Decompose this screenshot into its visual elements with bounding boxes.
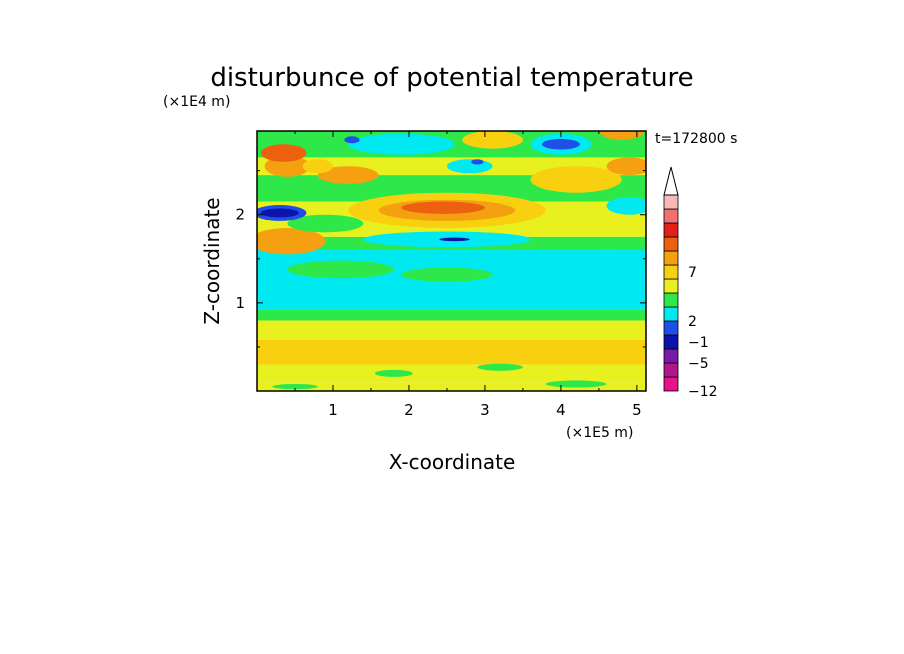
plot-area [257,131,646,391]
field-contour [401,201,485,214]
colorbar-swatch [663,376,679,392]
x-tick-label: 5 [632,401,642,419]
colorbar-swatch [663,292,679,308]
y-axis: 12 [235,170,646,348]
field-contour [264,342,341,361]
field-contour [545,342,637,361]
colorbar-swatch [663,306,679,322]
field-band [257,309,646,321]
x-axis: 1 2 3 4 5 [294,131,642,419]
x-scale-label: (×1E5 m) [566,425,633,441]
field-contour [317,166,379,184]
colorbar-level-label: 2 [688,314,697,330]
x-tick-label: 2 [404,401,414,419]
field-contour [477,363,523,371]
colorbar-swatch [663,236,679,252]
colorbar-level-label: −12 [688,384,718,400]
field-contour [287,260,394,279]
chart-title: disturbunce of potential temperature [210,63,693,93]
field-contour [344,136,360,144]
field-contour [545,380,607,388]
field-contour [541,138,580,150]
colorbar-swatch [663,208,679,224]
time-label: t=172800 s [655,131,737,147]
colorbar-swatch [663,194,679,210]
colorbar-swatch [663,264,679,280]
y-axis-label: Z-coordinate [200,197,224,324]
field-contour [446,159,493,174]
colorbar-level-label: −1 [688,335,709,351]
field-contour [302,159,333,174]
colorbar-swatch [663,348,679,364]
field-contour [471,159,484,165]
field-band [257,320,646,340]
colorbar-swatch [663,278,679,294]
y-tick-label: 1 [235,294,245,312]
x-tick-label: 3 [480,401,490,419]
y-tick-label: 2 [235,206,245,224]
plot-frame [256,130,647,392]
colorbar-swatch [663,362,679,378]
field-band [257,364,646,383]
field-contour [260,208,299,218]
field-contour [606,197,646,215]
colorbar-swatch [663,222,679,238]
field-contour [606,157,646,176]
field-contour [257,227,326,255]
field-contour [530,166,622,193]
x-tick-label: 1 [328,401,338,419]
field-contour [598,131,645,140]
x-tick-label: 4 [556,401,566,419]
field-contour [382,340,520,362]
field-contour [374,369,413,377]
field-contour [439,237,470,242]
field-contour [260,144,307,162]
colorbar-level-label: 7 [688,265,697,281]
colorbar: −12−5−127 [663,166,718,400]
colorbar-swatch [663,250,679,266]
colorbar-swatch [663,334,679,350]
colorbar-extend-arrow [663,166,679,196]
field-contour [287,214,364,233]
field-band [257,382,646,391]
field-contour [348,133,455,155]
field-contour [462,131,523,149]
field-contour [576,249,637,260]
colorbar-level-label: −5 [688,356,709,372]
field-contour [272,383,318,390]
colorbar-swatch [663,320,679,336]
field-contour [401,267,493,282]
x-axis-label: X-coordinate [389,450,516,474]
y-scale-label: (×1E4 m) [163,94,230,110]
